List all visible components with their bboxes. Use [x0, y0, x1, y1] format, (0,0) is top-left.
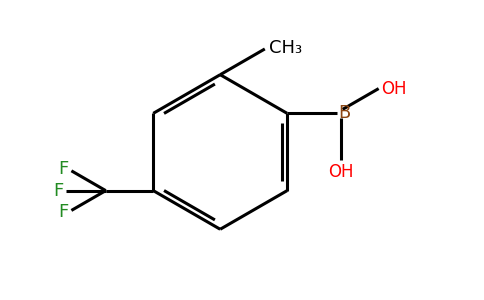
- Text: F: F: [58, 160, 68, 178]
- Text: CH₃: CH₃: [269, 39, 302, 57]
- Text: F: F: [53, 182, 63, 200]
- Text: F: F: [58, 203, 68, 221]
- Text: B: B: [339, 104, 351, 122]
- Text: OH: OH: [380, 80, 406, 98]
- Text: OH: OH: [328, 163, 353, 181]
